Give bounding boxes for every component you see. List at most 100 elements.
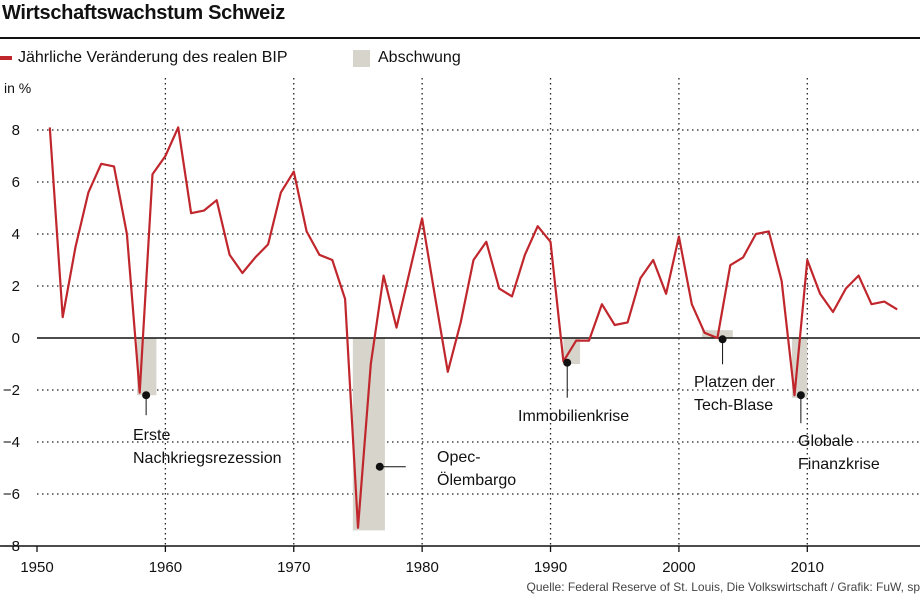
y-tick-label--8: −8 — [3, 538, 20, 555]
data-point-1973 — [331, 259, 333, 261]
data-point-1971 — [305, 230, 307, 232]
y-tick-label--6: −6 — [3, 486, 20, 503]
legend-line-swatch — [0, 56, 12, 60]
marker-dot-erste — [142, 391, 151, 400]
data-point-2001 — [691, 303, 693, 305]
data-point-1982 — [447, 371, 449, 373]
legend-line-label: Jährliche Veränderung des realen BIP — [18, 49, 288, 66]
y-tick-label-8: 8 — [12, 122, 20, 139]
source-note: Quelle: Federal Reserve of St. Louis, Di… — [526, 580, 920, 594]
data-point-1960 — [164, 155, 166, 157]
data-point-2009 — [793, 394, 795, 396]
data-point-1995 — [614, 324, 616, 326]
data-point-1992 — [575, 339, 577, 341]
data-point-2005 — [742, 256, 744, 258]
y-tick-label-6: 6 — [12, 174, 20, 191]
data-point-1972 — [318, 254, 320, 256]
data-point-1955 — [100, 163, 102, 165]
legend-line-entry: Jährliche Veränderung des realen BIP — [0, 49, 288, 67]
annotation-opec-line2: Ölembargo — [437, 472, 517, 489]
recession-bands — [137, 330, 808, 531]
annotation-immo-line1: Immobilienkrise — [518, 408, 630, 425]
gdp-series-line — [48, 126, 898, 529]
annotation-erste-line1: Erste — [133, 427, 171, 444]
data-point-1985 — [485, 241, 487, 243]
data-point-1990 — [549, 241, 551, 243]
data-point-1998 — [652, 259, 654, 261]
data-point-2011 — [819, 293, 821, 295]
data-point-1997 — [639, 277, 641, 279]
marker-dot-immo — [563, 358, 572, 367]
y-tick-label-2: 2 — [12, 278, 20, 295]
data-point-1996 — [626, 321, 628, 323]
annotation-erste: Erste Nachkriegsrezession — [133, 424, 282, 470]
data-point-1981 — [434, 295, 436, 297]
legend-box-label: Abschwung — [378, 49, 461, 66]
data-point-1966 — [241, 272, 243, 274]
data-point-1969 — [280, 191, 282, 193]
data-point-1967 — [254, 256, 256, 258]
data-point-1970 — [293, 170, 295, 172]
annotation-tech: Platzen der Tech-Blase — [694, 371, 775, 417]
data-point-1975 — [357, 527, 359, 529]
data-point-1989 — [536, 225, 538, 227]
data-point-1986 — [498, 287, 500, 289]
data-point-2010 — [806, 259, 808, 261]
annotation-global-line2: Finanzkrise — [798, 456, 880, 473]
legend-box-swatch — [353, 49, 370, 67]
annotation-global: Globale Finanzkrise — [798, 430, 880, 476]
data-point-1994 — [601, 303, 603, 305]
data-point-2017 — [896, 308, 898, 310]
data-point-1957 — [126, 233, 128, 235]
marker-dot-opec — [375, 462, 384, 471]
data-point-2003 — [716, 337, 718, 339]
data-point-1988 — [524, 254, 526, 256]
data-point-2007 — [768, 230, 770, 232]
x-tick-label-2000: 2000 — [662, 559, 695, 576]
annotation-erste-line2: Nachkriegsrezession — [133, 450, 282, 467]
data-point-1951 — [49, 126, 51, 128]
x-axis-ticks: 1950 1960 1970 1980 1990 2000 2010 — [20, 546, 824, 576]
y-tick-label-4: 4 — [12, 226, 20, 243]
data-point-1968 — [267, 243, 269, 245]
gridlines — [37, 78, 920, 546]
data-point-1984 — [472, 259, 474, 261]
data-point-1974 — [344, 298, 346, 300]
data-point-1987 — [511, 295, 513, 297]
data-point-1979 — [408, 272, 410, 274]
data-point-2008 — [780, 280, 782, 282]
legend-box-entry: Abschwung — [353, 49, 461, 67]
y-tick-label-0: 0 — [12, 330, 20, 347]
data-point-1961 — [177, 126, 179, 128]
x-tick-label-1950: 1950 — [20, 559, 53, 576]
data-point-1993 — [588, 339, 590, 341]
y-axis-ticks: 8 6 4 2 0 −2 −4 −6 −8 — [3, 122, 20, 555]
data-point-2014 — [857, 274, 859, 276]
data-point-2012 — [832, 311, 834, 313]
data-point-2000 — [678, 235, 680, 237]
data-point-1962 — [190, 212, 192, 214]
y-tick-label--2: −2 — [3, 382, 20, 399]
data-point-1965 — [228, 254, 230, 256]
data-point-1952 — [61, 316, 63, 318]
data-point-1953 — [74, 246, 76, 248]
data-point-1977 — [382, 274, 384, 276]
data-point-1978 — [395, 326, 397, 328]
data-point-1980 — [421, 217, 423, 219]
marker-dot-tech — [718, 335, 727, 344]
recession-band-1 — [352, 338, 385, 531]
y-unit-label: in % — [4, 80, 32, 96]
annotation-opec-line1: Opec- — [437, 449, 481, 466]
title-rule — [0, 37, 920, 39]
data-point-1964 — [216, 199, 218, 201]
x-tick-label-1960: 1960 — [149, 559, 182, 576]
annotation-tech-line2: Tech-Blase — [694, 397, 774, 414]
y-tick-label--4: −4 — [3, 434, 20, 451]
data-point-1958 — [139, 391, 141, 393]
data-point-2013 — [845, 287, 847, 289]
data-point-2006 — [755, 233, 757, 235]
data-point-1959 — [151, 173, 153, 175]
x-tick-label-1970: 1970 — [277, 559, 310, 576]
x-tick-label-2010: 2010 — [791, 559, 824, 576]
data-point-2002 — [703, 332, 705, 334]
